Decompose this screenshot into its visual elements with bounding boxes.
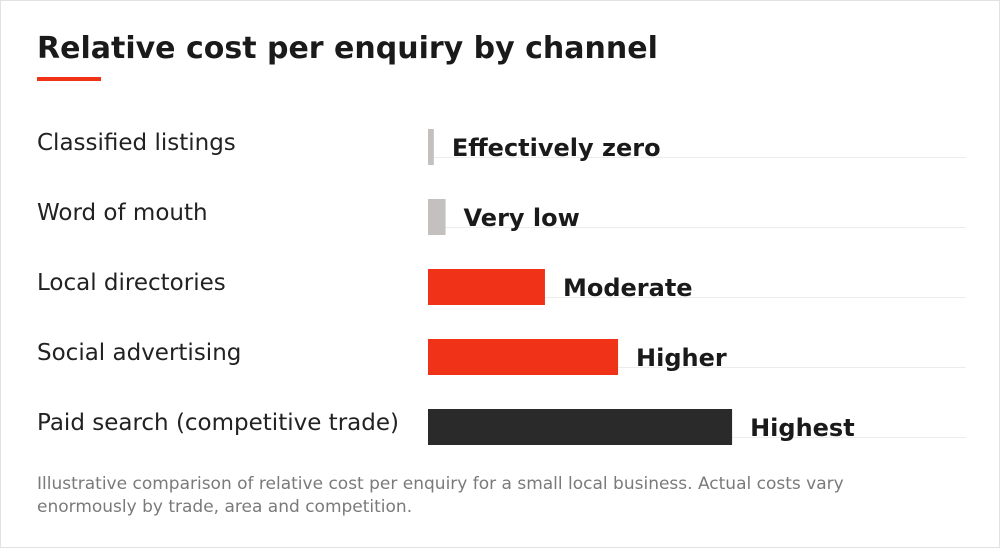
bar <box>428 409 733 445</box>
bar <box>428 199 446 235</box>
category-label: Word of mouth <box>37 200 208 226</box>
bar <box>428 339 619 375</box>
bar-row-local-directories: Local directories Moderate <box>37 269 966 305</box>
chart-footnote: Illustrative comparison of relative cost… <box>37 474 844 517</box>
data-label: Effectively zero <box>452 134 661 162</box>
bar <box>428 269 545 305</box>
category-label: Paid search (competitive trade) <box>37 410 399 436</box>
category-label: Classified listings <box>37 130 236 156</box>
data-label: Highest <box>750 414 855 442</box>
category-label: Local directories <box>37 270 226 296</box>
bar-row-word-of-mouth: Word of mouth Very low <box>37 199 966 235</box>
title-accent-rule <box>37 77 101 81</box>
bar-row-social-advertising: Social advertising Higher <box>37 339 966 375</box>
bar-row-paid-search-competitive-trade: Paid search (competitive trade) Highest <box>37 409 966 445</box>
data-label: Moderate <box>563 274 693 302</box>
category-label: Social advertising <box>37 340 241 366</box>
data-label: Higher <box>636 344 727 372</box>
data-label: Very low <box>464 204 580 232</box>
chart-title: Relative cost per enquiry by channel <box>37 31 658 66</box>
bar <box>428 129 434 165</box>
bar-row-classified-listings: Classified listings Effectively zero <box>37 129 966 165</box>
